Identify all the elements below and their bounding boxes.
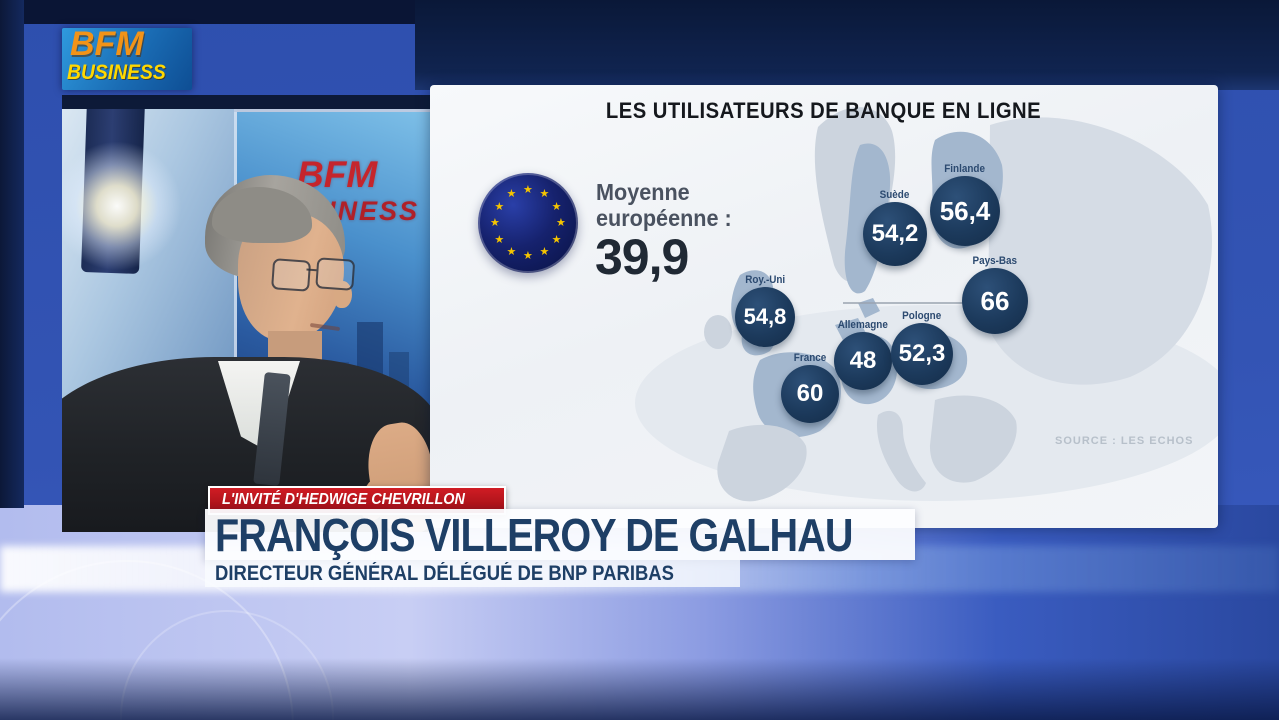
background-topright-band — [415, 0, 1279, 90]
bubble-value: 54,8 — [735, 287, 795, 347]
studio-top-bar — [62, 95, 430, 109]
bubble-value: 54,2 — [863, 202, 927, 266]
background-bottom-shadow — [0, 658, 1279, 720]
background-left-band — [0, 0, 24, 508]
guest-name-banner: FRANÇOIS VILLEROY DE GALHAU — [205, 509, 915, 561]
map-iberia — [717, 424, 807, 502]
eu-star-icon: ★ — [551, 200, 562, 213]
channel-logo: BFM BUSINESS — [62, 25, 192, 90]
bubble-label: Allemagne — [837, 319, 889, 331]
eu-star-icon: ★ — [523, 250, 533, 262]
bubble-value: 52,3 — [891, 323, 953, 385]
bubble-value: 48 — [834, 332, 892, 390]
source-label: SOURCE : LES ECHOS — [1055, 435, 1194, 447]
country-bubble-france: France 60 — [781, 352, 839, 423]
bubble-label: Suède — [880, 189, 910, 201]
guest-role-banner: DIRECTEUR GÉNÉRAL DÉLÉGUÉ DE BNP PARIBAS — [205, 560, 740, 587]
map-balkans — [929, 395, 1017, 483]
bubble-value: 60 — [781, 365, 839, 423]
bubble-label: Finlande — [944, 163, 986, 175]
eu-star-icon: ★ — [551, 233, 562, 246]
guest-nose — [334, 281, 352, 308]
eu-star-icon: ★ — [494, 233, 505, 246]
channel-logo-bfm: BFM — [70, 25, 144, 63]
map-italy — [876, 410, 926, 492]
bubble-label: Roy.-Uni — [745, 274, 785, 286]
bubble-label: France — [793, 352, 827, 364]
country-bubble-allemagne: Allemagne 48 — [834, 319, 892, 390]
bubble-label: Pays-Bas — [972, 255, 1018, 267]
country-bubble-suede: Suède 54,2 — [863, 189, 927, 266]
guest-glasses-icon — [269, 254, 358, 300]
glasses-lens — [315, 257, 356, 291]
country-bubble-roy-uni: Roy.-Uni 54,8 — [735, 274, 795, 347]
eu-star-icon: ★ — [539, 245, 550, 258]
eu-star-icon: ★ — [506, 188, 517, 201]
eu-star-icon: ★ — [523, 184, 533, 196]
bubble-value: 66 — [962, 268, 1028, 334]
guest-hair-front — [212, 187, 312, 243]
country-bubble-finlande: Finlande 56,4 — [930, 163, 1000, 246]
eu-star-icon: ★ — [494, 200, 505, 213]
eu-star-icon: ★ — [556, 217, 566, 229]
studio-video: BFM BUSINESS — [62, 95, 430, 532]
country-bubble-pologne: Pologne 52,3 — [891, 310, 953, 385]
map-east-landmass — [988, 117, 1212, 385]
average-label: Moyenne européenne : — [596, 179, 732, 231]
europe-map — [635, 107, 1218, 502]
eu-star-icon: ★ — [539, 188, 550, 201]
average-value: 39,9 — [595, 229, 689, 285]
infographic-panel: LES UTILISATEURS DE BANQUE EN LIGNE ★ ★ ★ ★… — [430, 85, 1218, 528]
map-ireland — [704, 315, 732, 349]
eu-star-icon: ★ — [506, 245, 517, 258]
infographic-title: LES UTILISATEURS DE BANQUE EN LIGNE — [606, 98, 1042, 123]
studio-lamp-glow — [62, 141, 182, 271]
bubble-label: Pologne — [902, 310, 942, 322]
bubble-value: 56,4 — [930, 176, 1000, 246]
eu-flag-icon: ★ ★ ★ ★ ★ ★ ★ ★ ★ ★ ★ ★ — [478, 173, 578, 273]
eu-star-icon: ★ — [490, 217, 500, 229]
channel-logo-business: BUSINESS — [67, 61, 166, 84]
country-bubble-pays-bas: Pays-Bas 66 — [962, 255, 1028, 334]
glasses-lens — [271, 258, 312, 292]
